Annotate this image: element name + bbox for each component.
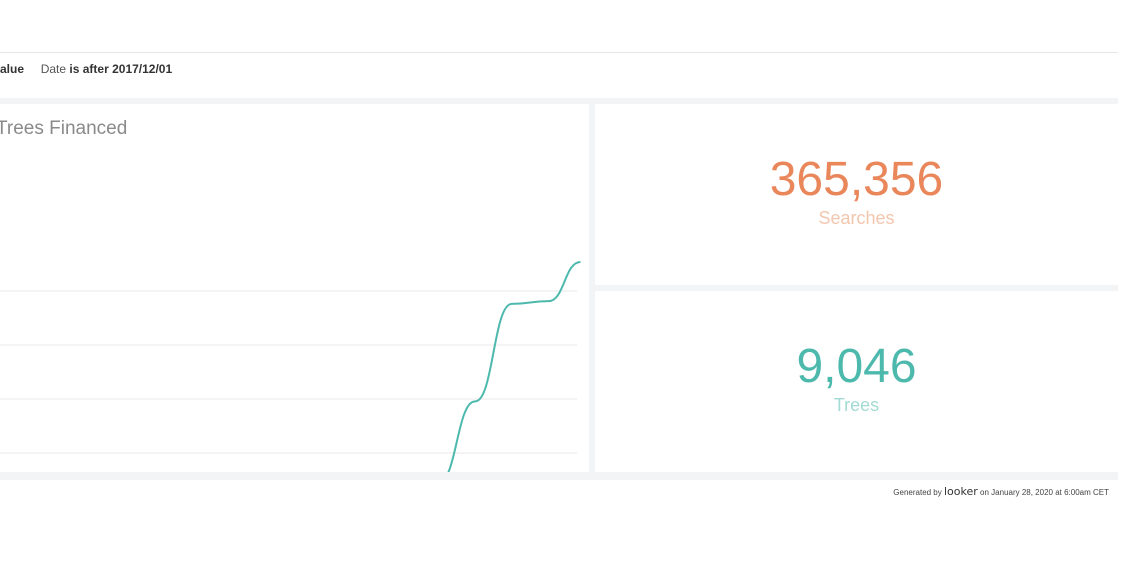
searches-label: Searches: [818, 208, 895, 228]
filter-bar: alue Date is after 2017/12/01: [0, 62, 172, 86]
generated-footer: Generated by looker on January 28, 2020 …: [893, 485, 1109, 498]
series-line-trees-financed: [447, 261, 581, 472]
footer-prefix: Generated by: [893, 488, 942, 497]
searches-tile[interactable]: 365,356 Searches: [595, 104, 1118, 285]
trees-label: Trees: [833, 395, 880, 415]
searches-value: 365,356: [769, 153, 944, 206]
trees-financed-chart[interactable]: rJanuary '19AprilJulyOctoberJanuary '20 …: [0, 104, 589, 472]
filter-date-label: Date: [40, 62, 67, 76]
filter-field-fragment: alue: [0, 62, 25, 76]
trees-tile[interactable]: 9,046 Trees: [595, 291, 1118, 472]
trees-financed-tile[interactable]: Trees Financed rJanuary '19AprilJulyOcto…: [0, 104, 589, 472]
chart-title: Trees Financed: [0, 118, 128, 139]
filter-date-condition: is after 2017/12/01: [69, 62, 173, 76]
looker-logo: looker: [944, 485, 978, 498]
footer-suffix: on January 28, 2020 at 6:00am CET: [980, 488, 1109, 497]
header-divider: [0, 52, 1118, 53]
trees-value: 9,046: [796, 340, 917, 393]
chart-gridlines: [0, 290, 577, 454]
